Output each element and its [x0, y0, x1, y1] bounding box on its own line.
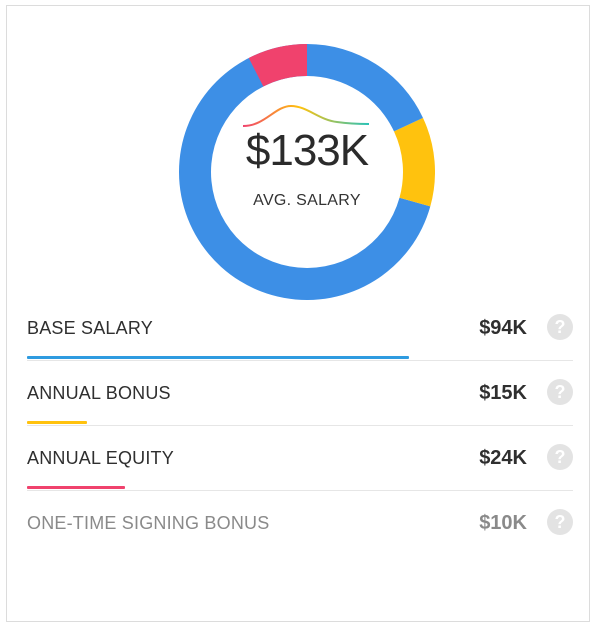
avg-salary-value: $133K [245, 126, 369, 175]
question-circle-icon[interactable]: ? [547, 444, 573, 470]
avg-salary-label: AVG. SALARY [253, 192, 361, 209]
donut-slice-annual-equity [307, 44, 423, 132]
row-progress-bar [27, 356, 409, 359]
salary-trend-sparkline [242, 104, 370, 127]
row-label: ANNUAL EQUITY [27, 448, 174, 468]
donut-svg [179, 44, 435, 300]
row-label: ANNUAL BONUS [27, 383, 171, 403]
row-label: BASE SALARY [27, 318, 153, 338]
salary-donut-chart: $133K AVG. SALARY [179, 44, 435, 300]
row-value: $15K [479, 382, 527, 404]
compensation-breakdown: BASE SALARY $94K ? ANNUAL BONUS $15K ? A… [27, 296, 573, 555]
row-label: ONE-TIME SIGNING BONUS [27, 513, 270, 533]
row-annual-equity: ANNUAL EQUITY $24K ? [27, 426, 573, 491]
row-signing-bonus: ONE-TIME SIGNING BONUS $10K ? [27, 491, 573, 555]
row-progress-bar [27, 486, 125, 489]
salary-card: $133K AVG. SALARY BASE SALARY $94K ? ANN… [6, 5, 590, 622]
question-circle-icon[interactable]: ? [547, 509, 573, 535]
row-annual-bonus: ANNUAL BONUS $15K ? [27, 361, 573, 426]
row-base-salary: BASE SALARY $94K ? [27, 296, 573, 361]
row-value: $24K [479, 447, 527, 469]
donut-slice-annual-bonus [393, 117, 435, 207]
question-circle-icon[interactable]: ? [547, 379, 573, 405]
row-value: $10K [479, 512, 527, 534]
question-circle-icon[interactable]: ? [547, 314, 573, 340]
donut-slice-one-time-signing-bonus [248, 44, 307, 87]
row-value: $94K [479, 317, 527, 339]
row-progress-bar [27, 421, 87, 424]
